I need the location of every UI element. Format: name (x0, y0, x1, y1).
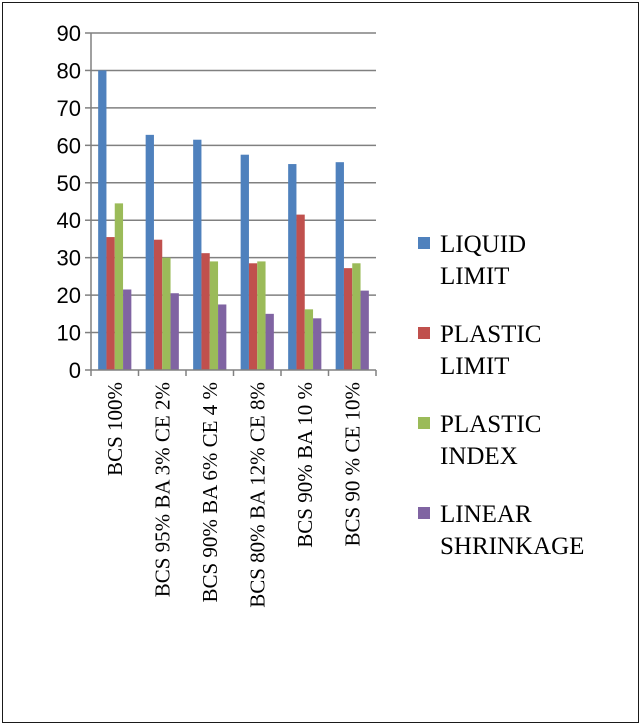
y-tick-label: 30 (57, 246, 81, 271)
legend-label: LIMIT (440, 353, 509, 380)
y-tick-label: 10 (57, 321, 81, 346)
y-tick-label: 80 (57, 58, 81, 83)
y-tick-label: 90 (57, 21, 81, 46)
bar (106, 237, 115, 370)
bar (170, 293, 179, 370)
bar (296, 214, 305, 370)
y-tick-label: 40 (57, 208, 81, 233)
bars (98, 70, 369, 370)
y-axis: 0 10 20 30 40 50 60 70 80 90 (57, 21, 92, 383)
legend-swatch (418, 327, 430, 339)
bar (240, 154, 249, 370)
x-tick-label: BCS 80% BA 12% CE 8% (245, 382, 269, 608)
x-axis: BCS 100% BCS 95% BA 3% CE 2% BCS 90% BA 6%… (90, 369, 377, 608)
legend-label: LIMIT (440, 263, 509, 290)
y-tick-label: 0 (69, 358, 81, 383)
bar (123, 289, 132, 370)
bar (360, 290, 369, 370)
x-tick-label: BCS 90 % CE 10% (340, 382, 364, 547)
bar (248, 263, 258, 370)
y-tick-label: 50 (57, 171, 81, 196)
bar (98, 70, 107, 370)
bar (335, 162, 344, 370)
legend-label: LINEAR (440, 501, 532, 528)
bar (153, 239, 163, 370)
bar (209, 261, 219, 370)
legend-label: PLASTIC (440, 411, 541, 438)
bar (145, 134, 154, 370)
bar (257, 261, 266, 370)
x-tick-label: BCS 90% BA 6% CE 4 % (198, 382, 222, 603)
y-tick-label: 70 (57, 96, 81, 121)
bar (288, 164, 297, 370)
x-tick-label: BCS 90% BA 10 % (293, 382, 317, 548)
legend-swatch (418, 417, 430, 429)
bar (162, 257, 171, 370)
legend: LIQUID LIMIT PLASTIC LIMIT PLASTIC INDEX LINEA… (418, 231, 584, 560)
bar (352, 263, 361, 370)
gridlines (91, 32, 376, 334)
bar (114, 203, 124, 370)
x-tick-label: BCS 100% (103, 382, 127, 476)
bar (343, 268, 353, 370)
legend-label: PLASTIC (440, 321, 541, 348)
bar (304, 309, 314, 370)
bar (201, 253, 210, 370)
legend-label: LIQUID (440, 231, 526, 258)
legend-swatch (418, 507, 430, 519)
legend-label: INDEX (440, 443, 518, 470)
y-tick-label: 20 (57, 283, 81, 308)
y-tick-label: 60 (57, 133, 81, 158)
bar (218, 304, 227, 370)
bar (265, 313, 274, 370)
x-tick-label: BCS 95% BA 3% CE 2% (150, 382, 174, 597)
legend-swatch (418, 237, 430, 249)
bar (313, 318, 322, 370)
bar (193, 139, 202, 370)
legend-label: SHRINKAGE (440, 533, 584, 560)
